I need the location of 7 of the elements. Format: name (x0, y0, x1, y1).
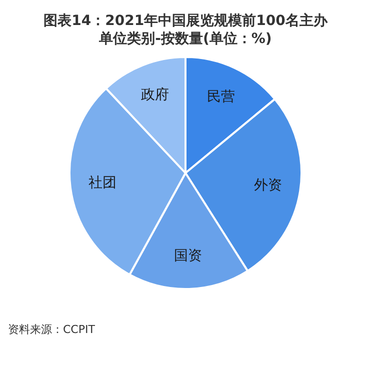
text: 资料来源：CCPIT (8, 322, 96, 337)
chart-title: 图表14：2021年中国展览规模前100名主办单位类别-按数量(单位：%) (42, 12, 329, 48)
slice-label: 民营 (207, 89, 236, 106)
slice-label: 政府 (140, 86, 169, 103)
slice-label: 外资 (254, 178, 282, 194)
slice-label: 社团 (88, 175, 117, 192)
slice-label: 国资 (174, 248, 202, 264)
